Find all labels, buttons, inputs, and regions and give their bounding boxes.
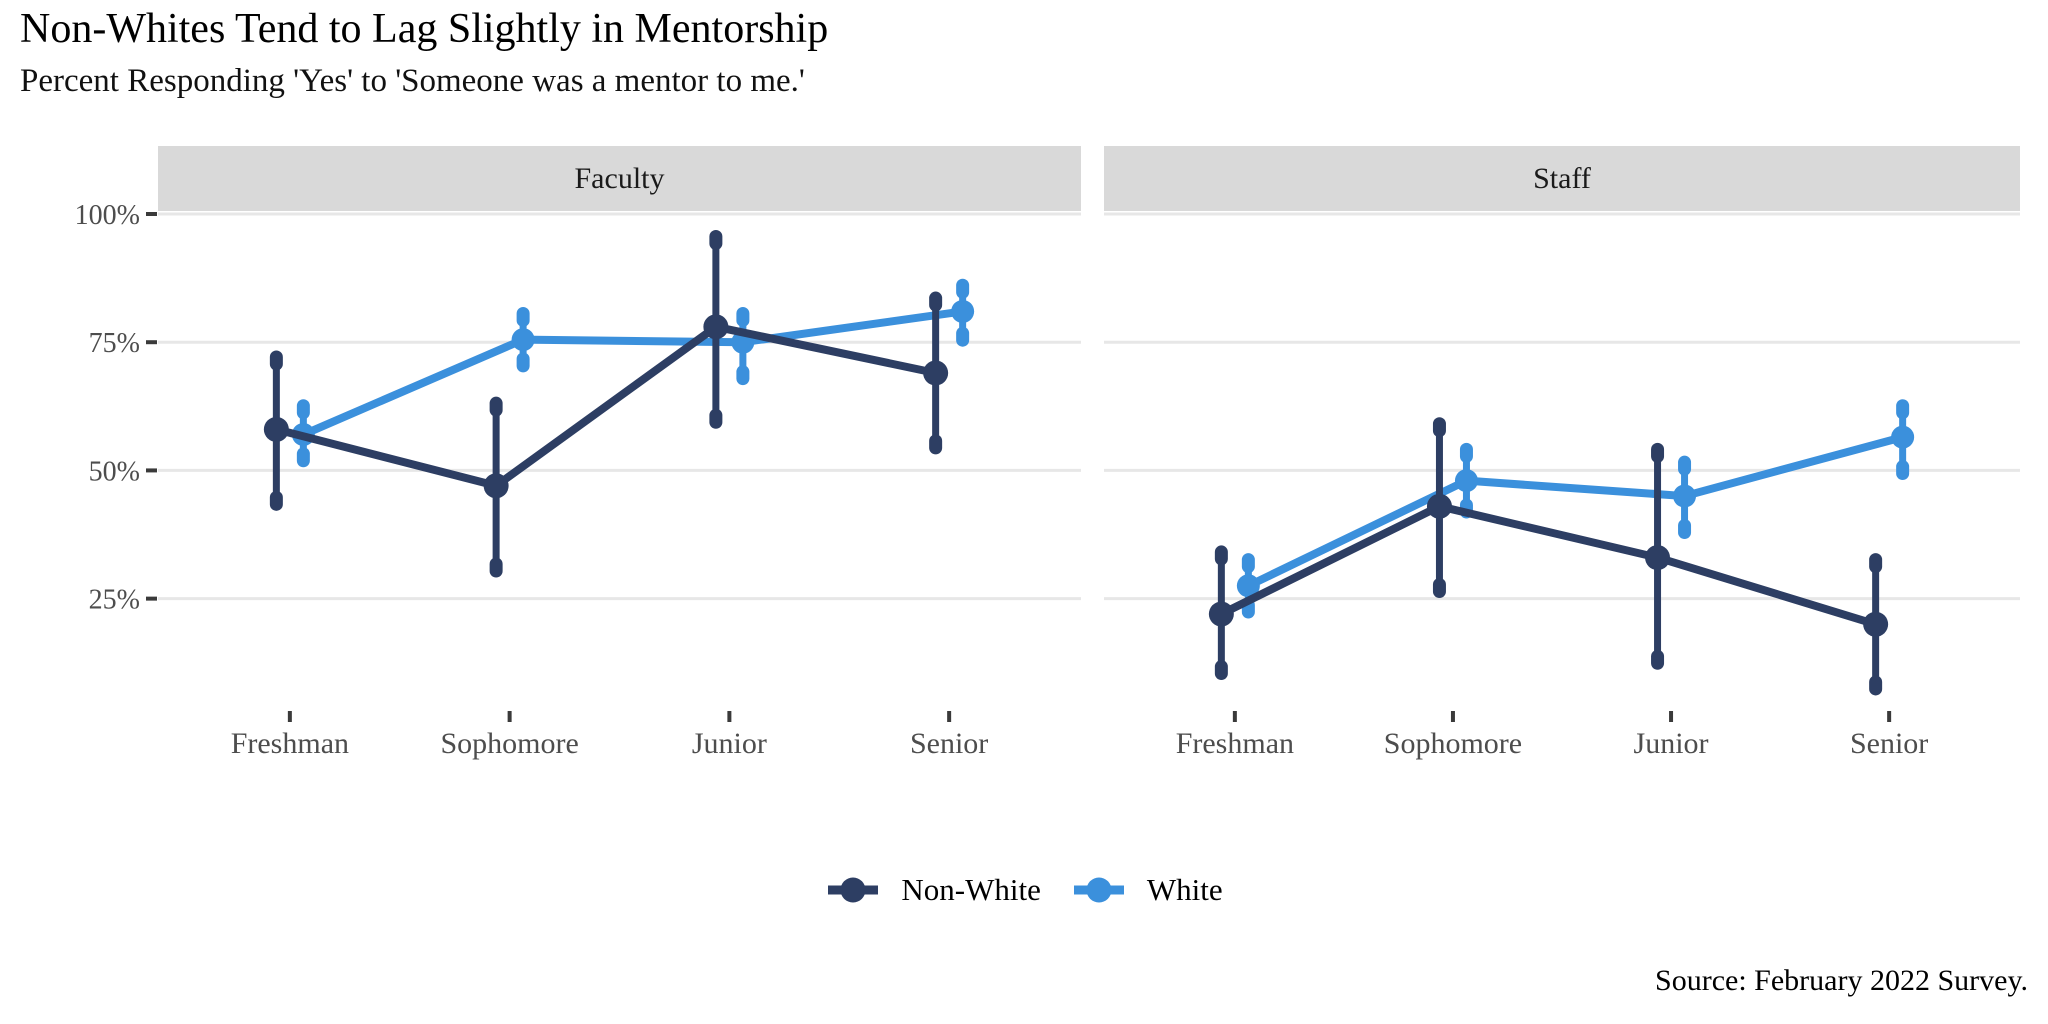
x-tick-label: Sophomore (1384, 727, 1522, 760)
data-point (1891, 425, 1915, 449)
legend-item-non-white: Non-White (825, 872, 1041, 908)
data-point (703, 314, 729, 340)
data-point (483, 473, 509, 499)
data-point (1454, 469, 1478, 493)
chart-caption: Source: February 2022 Survey. (1655, 964, 2028, 997)
series-line-white (1246, 433, 1904, 590)
data-point (1208, 601, 1234, 627)
data-point (923, 360, 949, 386)
data-point (1673, 484, 1697, 508)
x-tick-label: Junior (692, 727, 767, 760)
x-tick-label: Senior (910, 727, 988, 760)
data-point (1645, 545, 1671, 571)
data-point (951, 299, 975, 323)
x-tick-label: Freshman (231, 727, 349, 760)
legend-item-white: White (1071, 872, 1223, 908)
data-point (263, 416, 289, 442)
x-tick-label: Freshman (1176, 727, 1294, 760)
data-point (1863, 611, 1889, 637)
chart-subtitle: Percent Responding 'Yes' to 'Someone was… (20, 63, 805, 99)
facet-strip-staff: Staff (1104, 146, 2020, 211)
legend-key-non-white-icon (828, 877, 879, 903)
facet-strip-label: Staff (1533, 161, 1591, 195)
x-tick-label: Sophomore (440, 727, 578, 760)
legend: Non-White White (0, 872, 2048, 908)
legend-label-white: White (1146, 872, 1223, 907)
data-point (1236, 574, 1260, 598)
data-point (1426, 493, 1452, 519)
y-tick-label: 25% (89, 585, 140, 616)
facet-strip-faculty: Faculty (158, 146, 1081, 211)
y-tick-label: 100% (75, 200, 140, 231)
legend-key-white-icon (1073, 877, 1124, 903)
y-tick-label: 50% (89, 456, 140, 487)
y-tick-label: 75% (89, 328, 140, 359)
series-line-white (301, 307, 964, 439)
legend-label-non-white: Non-White (901, 872, 1041, 907)
series-line-non-white (1219, 502, 1877, 629)
data-point (511, 328, 535, 352)
x-tick-label: Junior (1634, 727, 1709, 760)
chart-title: Non-Whites Tend to Lag Slightly in Mento… (20, 6, 829, 52)
facet-strip-label: Faculty (574, 161, 665, 195)
x-tick-label: Senior (1850, 727, 1928, 760)
series-line-non-white (275, 322, 937, 490)
